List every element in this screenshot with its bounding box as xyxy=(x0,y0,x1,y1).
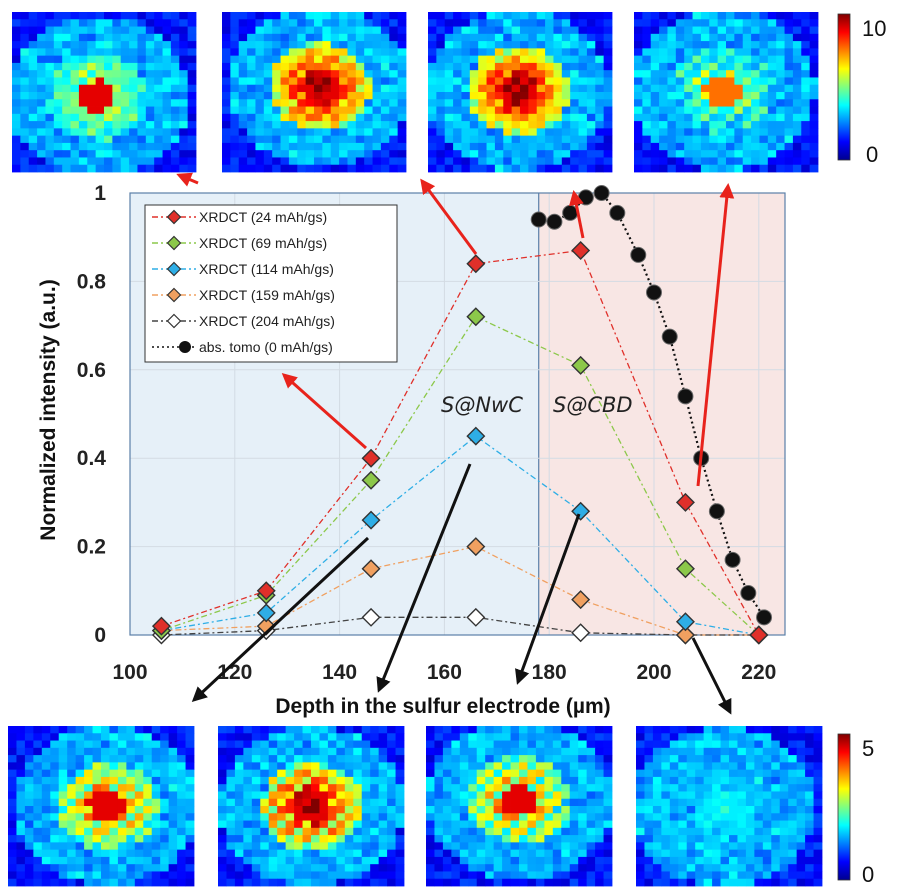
annotation-arrows xyxy=(176,172,735,715)
top-heatmap-2 xyxy=(222,12,407,173)
x-axis-title: Depth in the sulfur electrode (µm) xyxy=(275,695,610,718)
y-tick-label: 0.8 xyxy=(77,270,107,293)
data-point-s0 xyxy=(571,240,591,260)
data-point-s5 xyxy=(577,189,594,206)
data-point-s3 xyxy=(675,625,695,645)
arrow-to-bottom-map-3 xyxy=(515,513,581,685)
data-point-s1 xyxy=(571,355,591,375)
legend-label: XRDCT (24 mAh/gs) xyxy=(199,209,327,225)
arrow-to-bottom-map-2 xyxy=(376,463,472,693)
top-heatmap-1 xyxy=(12,12,197,173)
arrow-to-top-map-1-b xyxy=(281,373,367,450)
legend-label: XRDCT (114 mAh/gs) xyxy=(199,261,334,277)
y-tick-label: 1 xyxy=(94,182,106,205)
bottom-colorbar-min: 0 xyxy=(862,862,874,887)
data-point-s5 xyxy=(609,204,626,221)
top-colorbar-max: 10 xyxy=(862,16,886,41)
x-tick-label: 160 xyxy=(427,661,462,684)
data-point-s2 xyxy=(256,603,276,623)
top-heatmap-3 xyxy=(428,12,613,173)
bottom-heatmap-4 xyxy=(636,726,823,887)
bottom-colorbar-max: 5 xyxy=(862,736,874,761)
data-point-s5 xyxy=(530,211,547,228)
y-tick-label: 0.2 xyxy=(77,536,106,559)
legend-marker xyxy=(166,287,182,303)
data-point-s5 xyxy=(593,185,610,201)
bottom-colorbar: 5 0 xyxy=(837,733,874,887)
region-1 xyxy=(538,193,785,635)
legend-marker xyxy=(166,235,182,251)
data-point-s1 xyxy=(466,307,486,327)
data-point-s3 xyxy=(571,590,591,610)
legend-label: XRDCT (69 mAh/gs) xyxy=(199,235,327,251)
arrow-to-bottom-map-4 xyxy=(691,637,732,715)
y-tick-label: 0 xyxy=(94,624,106,647)
data-point-s0 xyxy=(256,581,276,601)
arrow-to-top-map-3 xyxy=(568,190,585,239)
data-point-s2 xyxy=(361,510,381,530)
arrow-to-top-map-2 xyxy=(420,178,478,255)
x-tick-label: 220 xyxy=(741,661,776,684)
x-tick-label: 140 xyxy=(322,661,357,684)
data-point-s5 xyxy=(708,503,725,520)
data-point-s1 xyxy=(675,559,695,579)
x-tick-label: 200 xyxy=(636,661,671,684)
data-point-s0 xyxy=(151,616,171,636)
data-point-s4 xyxy=(571,623,591,643)
legend-label: abs. tomo (0 mAh/gs) xyxy=(199,339,333,355)
data-point-s0 xyxy=(749,625,769,645)
data-point-s1 xyxy=(361,470,381,490)
region-label-cbd: S@CBD xyxy=(553,393,633,417)
data-point-s5 xyxy=(646,284,662,301)
arrow-to-bottom-map-1 xyxy=(191,536,370,703)
data-point-s0 xyxy=(675,492,695,512)
data-point-s5 xyxy=(740,585,757,602)
data-point-s2 xyxy=(675,612,695,632)
data-point-s5 xyxy=(546,213,563,230)
data-point-s5 xyxy=(724,551,741,568)
y-axis-title: Normalized intensity (a.u.) xyxy=(37,279,60,540)
legend: XRDCT (24 mAh/gs) XRDCT (69 mAh/gs) XRDCT … xyxy=(144,204,398,363)
data-point-s5 xyxy=(661,328,678,345)
data-point-s3 xyxy=(466,537,486,557)
bottom-heatmap-2 xyxy=(218,726,405,887)
legend-label: XRDCT (159 mAh/gs) xyxy=(199,287,335,303)
data-point-s5 xyxy=(756,609,773,626)
legend-label: XRDCT (204 mAh/gs) xyxy=(199,313,335,329)
bottom-heatmap-1 xyxy=(8,726,195,887)
data-point-s2 xyxy=(466,426,486,446)
top-heatmap-row xyxy=(12,12,819,173)
bottom-heatmap-row xyxy=(8,726,823,887)
x-tick-label: 180 xyxy=(532,661,567,684)
data-point-s5 xyxy=(630,246,647,263)
x-tick-label: 100 xyxy=(112,661,147,684)
data-point-s5 xyxy=(677,388,694,405)
legend-marker xyxy=(166,209,182,225)
data-point-s3 xyxy=(361,559,381,579)
x-tick-label: 120 xyxy=(217,661,252,684)
data-point-s0 xyxy=(361,448,381,468)
data-point-s2 xyxy=(571,501,591,521)
y-tick-label: 0.6 xyxy=(77,359,106,382)
data-point-s0 xyxy=(466,254,486,274)
legend-marker xyxy=(166,313,182,329)
top-heatmap-4 xyxy=(634,12,819,173)
region-label-nwc: S@NwC xyxy=(441,393,523,417)
bottom-heatmap-3 xyxy=(426,726,613,887)
legend-marker xyxy=(166,261,182,277)
legend-marker xyxy=(179,341,191,353)
data-point-s4 xyxy=(361,607,381,627)
top-colorbar: 10 0 xyxy=(837,13,886,167)
top-colorbar-min: 0 xyxy=(866,142,878,167)
arrow-to-top-map-1 xyxy=(176,172,199,187)
y-tick-label: 0.4 xyxy=(77,447,107,470)
data-point-s4 xyxy=(466,607,486,627)
arrow-to-top-map-4 xyxy=(696,183,735,487)
